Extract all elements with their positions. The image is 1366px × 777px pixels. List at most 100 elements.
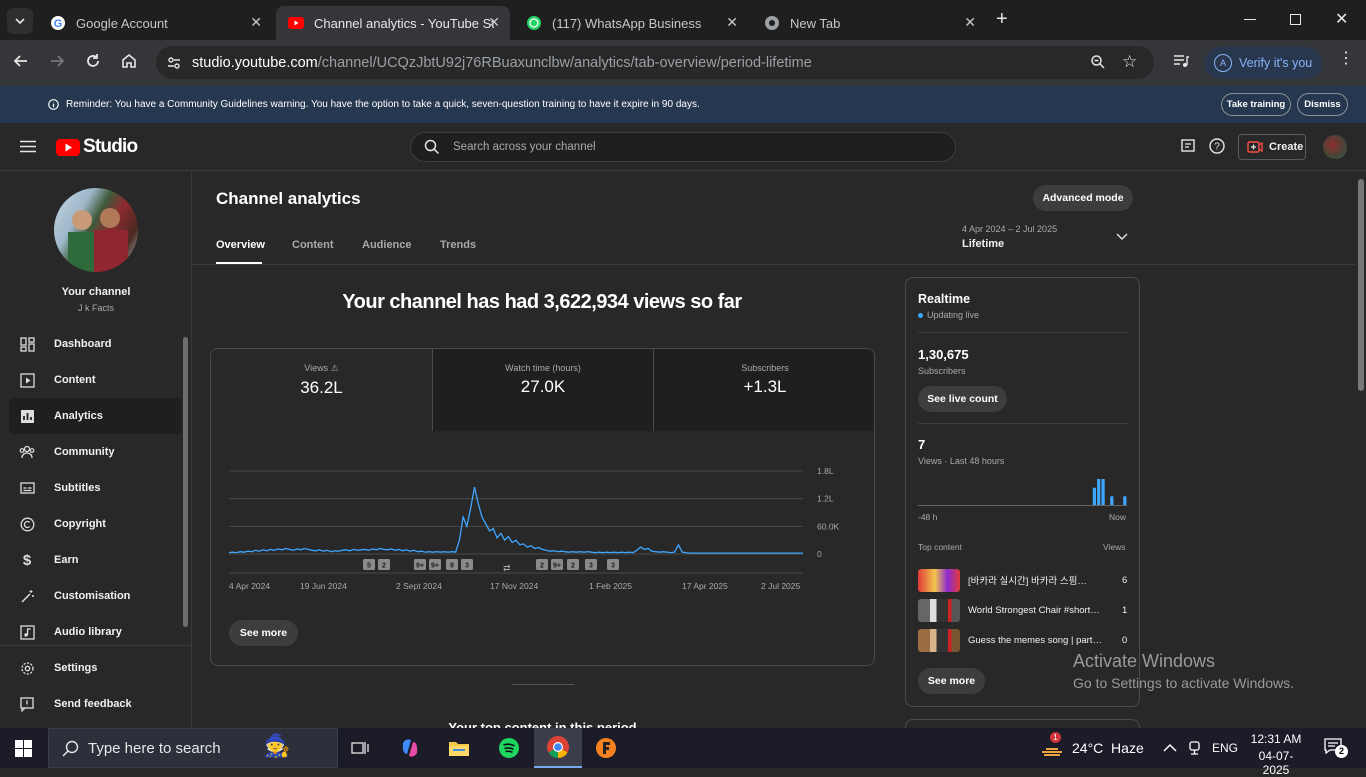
sidebar-item-send-feedback[interactable]: Send feedback xyxy=(9,686,182,722)
notification-center-button[interactable]: 2 xyxy=(1324,738,1348,758)
annotation-marker[interactable] xyxy=(551,559,563,570)
verify-label: Verify it's you xyxy=(1239,56,1313,70)
annotation-marker-label: 9+ xyxy=(553,563,561,570)
annotation-marker[interactable] xyxy=(567,559,579,570)
annotation-marker[interactable] xyxy=(461,559,473,570)
sidebar-item-content[interactable]: Content xyxy=(9,362,182,398)
sidebar-item-community[interactable]: Community xyxy=(9,434,182,470)
top-content-item[interactable]: World Strongest Chair #short… 1 xyxy=(918,598,1128,622)
close-window-button[interactable]: ✕ xyxy=(1335,11,1349,28)
period-selector[interactable]: 4 Apr 2024 – 2 Jul 2025 Lifetime xyxy=(962,221,1132,255)
annotation-marker[interactable] xyxy=(607,559,619,570)
annotation-marker[interactable] xyxy=(363,559,375,570)
meet-now-icon[interactable] xyxy=(1188,740,1202,761)
taskbar-chrome-active[interactable] xyxy=(534,728,582,768)
tab-search-button[interactable] xyxy=(7,8,33,34)
minimize-button[interactable] xyxy=(1244,19,1256,20)
media-control-icon[interactable] xyxy=(1172,53,1190,74)
see-more-button[interactable]: See more xyxy=(229,620,298,646)
browser-menu-icon[interactable]: ⋮ xyxy=(1338,50,1354,67)
annotation-marker[interactable] xyxy=(414,559,426,570)
metric-views-tab[interactable]: Views ⚠ 36.2L xyxy=(211,349,432,431)
dismiss-button[interactable]: Dismiss xyxy=(1297,93,1348,116)
bookmark-star-icon[interactable]: ☆ xyxy=(1122,52,1138,71)
zoom-icon[interactable] xyxy=(1090,54,1106,74)
help-icon[interactable]: ? xyxy=(1209,138,1225,159)
address-bar[interactable]: studio.youtube.com /channel/UCQzJbtU92j7… xyxy=(156,46,1154,79)
home-button[interactable] xyxy=(120,52,138,75)
close-icon[interactable]: ✕ xyxy=(488,14,500,30)
sidebar-item-earn[interactable]: $ Earn xyxy=(9,542,182,578)
language-indicator[interactable]: ENG xyxy=(1212,741,1239,755)
browser-tab-channel-analytics[interactable]: Channel analytics - YouTube Stu ✕ xyxy=(276,6,510,40)
youtube-logo-icon xyxy=(56,138,80,156)
account-avatar[interactable] xyxy=(1323,135,1347,159)
fl-studio-icon[interactable] xyxy=(594,736,618,760)
annotation-marker[interactable] xyxy=(536,559,548,570)
weather-widget[interactable]: 1 24°C Haze xyxy=(1040,728,1144,768)
tab-audience[interactable]: Audience xyxy=(362,239,412,251)
copilot-icon[interactable] xyxy=(398,736,422,760)
start-button[interactable] xyxy=(15,740,32,762)
sidebar-item-customisation[interactable]: Customisation xyxy=(9,578,182,614)
sidebar-scrollbar[interactable] xyxy=(183,337,188,627)
studio-sidebar: Your channel J k Facts Dashboard Content… xyxy=(0,171,192,727)
annotation-marker[interactable] xyxy=(429,559,441,570)
sidebar-item-dashboard[interactable]: Dashboard xyxy=(9,326,182,362)
search-input[interactable]: Search across your channel xyxy=(453,141,596,153)
sidebar-item-analytics[interactable]: Analytics xyxy=(9,398,182,434)
verify-profile-button[interactable]: A Verify it's you xyxy=(1204,47,1322,79)
studio-logo[interactable]: Studio xyxy=(56,136,138,158)
realtime-bar[interactable] xyxy=(1101,479,1105,505)
realtime-bar[interactable] xyxy=(1097,479,1101,505)
annotation-marker[interactable] xyxy=(446,559,458,570)
close-icon[interactable]: ✕ xyxy=(726,14,738,30)
realtime-bar[interactable] xyxy=(1123,496,1127,505)
reload-button[interactable] xyxy=(84,52,102,75)
site-settings-icon[interactable] xyxy=(166,55,182,71)
close-icon[interactable]: ✕ xyxy=(250,14,262,30)
realtime-see-more-button[interactable]: See more xyxy=(918,668,985,694)
browser-tab-whatsapp[interactable]: (117) WhatsApp Business ✕ xyxy=(514,6,748,40)
new-tab-button[interactable]: + xyxy=(996,8,1008,30)
task-view-icon[interactable] xyxy=(348,736,372,760)
file-explorer-icon[interactable] xyxy=(447,736,471,760)
clock[interactable]: 12:31 AM 04-07-2025 xyxy=(1246,732,1306,777)
channel-avatar[interactable] xyxy=(54,188,138,272)
annotation-marker[interactable] xyxy=(378,559,390,570)
taskbar-search[interactable]: Type here to search 🧙 xyxy=(48,728,338,768)
home-icon xyxy=(122,53,136,68)
top-content-item[interactable]: Guess the memes song | part… 0 xyxy=(918,628,1128,652)
tab-trends[interactable]: Trends xyxy=(440,239,477,251)
realtime-bar[interactable] xyxy=(1092,487,1096,505)
tab-overview[interactable]: Overview xyxy=(216,239,265,251)
take-training-button[interactable]: Take training xyxy=(1221,93,1291,116)
sidebar-item-audio-library[interactable]: Audio library xyxy=(9,614,182,650)
messages-icon[interactable] xyxy=(1181,139,1195,159)
show-hidden-icons[interactable] xyxy=(1163,740,1177,758)
sidebar-item-subtitles[interactable]: Subtitles xyxy=(9,470,182,506)
back-button[interactable] xyxy=(12,52,30,75)
metric-subscribers-tab[interactable]: Subscribers +1.3L xyxy=(653,349,874,431)
metric-watch-time-tab[interactable]: Watch time (hours) 27.0K xyxy=(432,349,653,431)
advanced-mode-button[interactable]: Advanced mode xyxy=(1033,185,1133,211)
taskbar-search-input[interactable]: Type here to search xyxy=(88,739,221,757)
hamburger-menu-icon[interactable] xyxy=(20,140,36,158)
browser-tab-google-account[interactable]: G Google Account ✕ xyxy=(38,6,272,40)
forward-button[interactable] xyxy=(48,52,66,75)
channel-search[interactable]: Search across your channel xyxy=(410,132,956,162)
sidebar-item-copyright[interactable]: Copyright xyxy=(9,506,182,542)
top-content-item[interactable]: [바카라 실시간] 바카라 스핌… 6 xyxy=(918,568,1128,592)
close-icon[interactable]: ✕ xyxy=(964,14,976,30)
page-scrollbar[interactable] xyxy=(1358,179,1364,391)
sidebar-item-settings[interactable]: Settings xyxy=(9,650,182,686)
realtime-bar[interactable] xyxy=(1110,496,1114,505)
annotation-marker[interactable] xyxy=(585,559,597,570)
spotify-icon[interactable] xyxy=(497,736,521,760)
browser-tab-new-tab[interactable]: New Tab ✕ xyxy=(752,6,986,40)
tab-content[interactable]: Content xyxy=(292,239,334,251)
see-live-count-button[interactable]: See live count xyxy=(918,386,1007,412)
restore-button[interactable] xyxy=(1290,14,1301,25)
link-marker-icon[interactable]: ⇄ xyxy=(503,563,511,573)
create-button[interactable]: Create xyxy=(1238,134,1306,160)
